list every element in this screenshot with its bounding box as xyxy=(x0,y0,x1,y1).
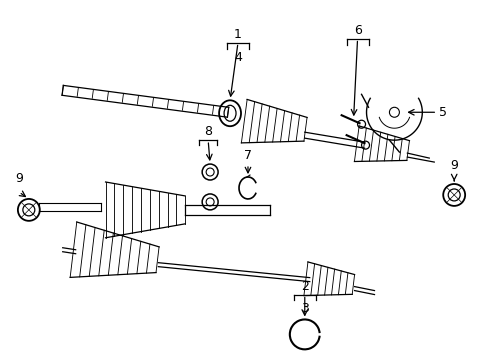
Text: 8: 8 xyxy=(204,125,212,138)
Text: 6: 6 xyxy=(354,23,362,37)
Text: 3: 3 xyxy=(301,302,309,315)
Text: 2: 2 xyxy=(301,280,309,293)
Text: 4: 4 xyxy=(234,50,242,63)
Text: 9: 9 xyxy=(15,172,23,185)
Text: 1: 1 xyxy=(234,28,242,41)
Text: 9: 9 xyxy=(450,159,458,172)
Text: 5: 5 xyxy=(439,106,447,119)
Text: 7: 7 xyxy=(244,149,252,162)
